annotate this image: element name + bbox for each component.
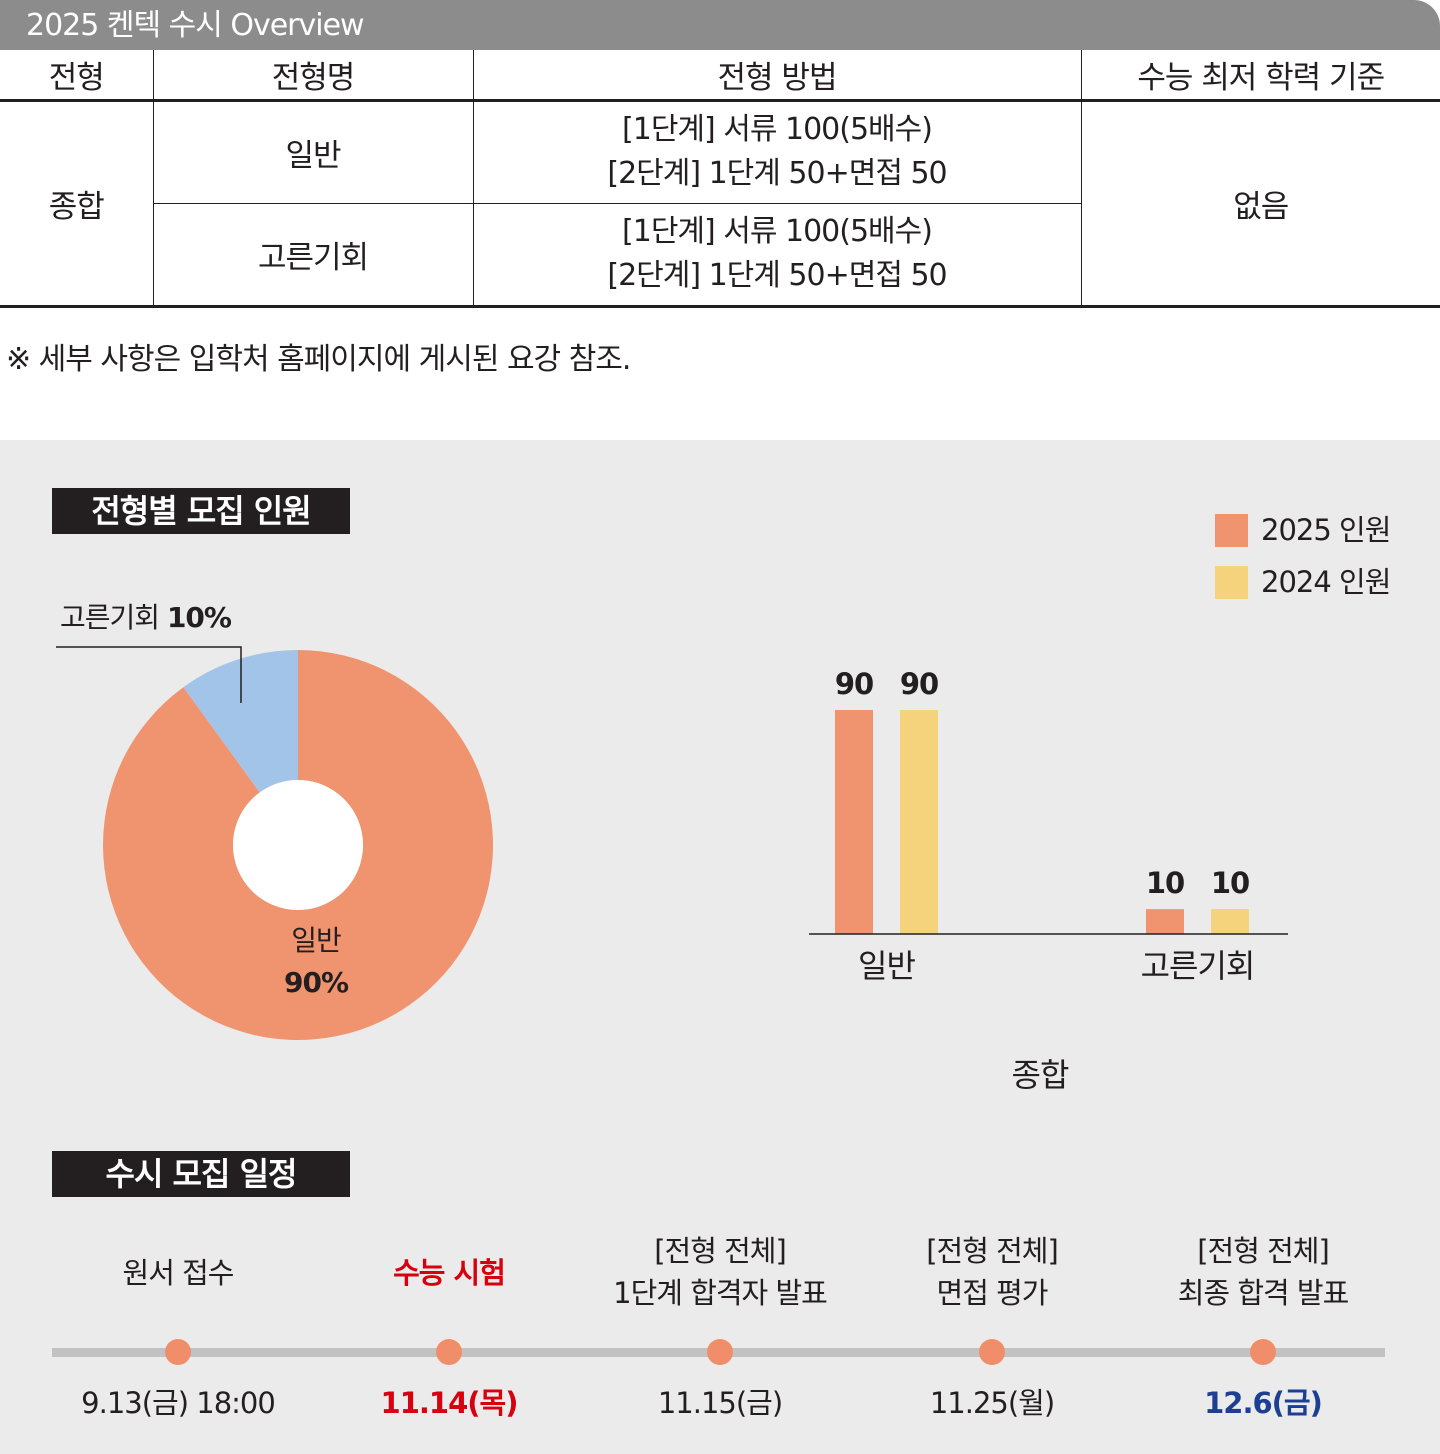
event-label-line: [전형 전체]	[1197, 1234, 1330, 1268]
timeline-dot	[979, 1339, 1005, 1365]
bar-1-1	[1211, 909, 1249, 934]
minimum-cell: 없음	[1080, 100, 1440, 306]
timeline-dot	[165, 1339, 191, 1365]
legend-label: 2024 인원	[1261, 565, 1391, 599]
timeline-event-date: 11.14(목)	[380, 1386, 519, 1420]
timeline-event-date: 12.6(금)	[1204, 1386, 1323, 1420]
donut-slice-0	[102, 650, 493, 1040]
column-header: 전형	[0, 50, 153, 102]
method-cell: [1단계] 서류 100(5배수) [2단계] 1단계 50+면접 50	[472, 202, 1081, 306]
bar-value-label: 90	[835, 667, 873, 701]
event-label-line: 1단계 합격자 발표	[613, 1276, 828, 1310]
category-tick-label: 일반	[858, 947, 915, 985]
event-label-line: 면접 평가	[936, 1276, 1049, 1310]
timeline-event-label: 원서 접수	[28, 1252, 328, 1294]
timeline-event-label: [전형 전체] 1단계 합격자 발표	[570, 1230, 870, 1314]
table-row: 종합 일반 [1단계] 서류 100(5배수) [2단계] 1단계 50+면접 …	[0, 100, 1440, 306]
column-header: 수능 최저 학력 기준	[1080, 50, 1440, 102]
timeline-event-date: 11.15(금)	[657, 1386, 783, 1420]
overview-table: 전형 전형명 전형 방법 수능 최저 학력 기준 종합 일반 [1단계] 서류 …	[0, 50, 1440, 308]
legend-swatch-2025	[1215, 514, 1248, 547]
bar-1-0	[1146, 909, 1184, 934]
footnote: ※ 세부 사항은 입학처 홈페이지에 게시된 요강 참조.	[6, 342, 631, 377]
type-name-cell: 고른기회	[152, 202, 473, 306]
method-line: [1단계] 서류 100(5배수)	[622, 112, 933, 147]
x-axis-label: 종합	[1012, 1056, 1069, 1094]
bar-0-0	[835, 710, 873, 934]
event-label-line: 원서 접수	[122, 1256, 235, 1290]
timeline-dot	[707, 1339, 733, 1365]
method-line: [2단계] 1단계 50+면접 50	[607, 258, 947, 293]
donut-label-percent: 90%	[283, 966, 349, 999]
bar-value-label: 10	[1146, 866, 1184, 900]
donut-label-percent: 10%	[166, 601, 232, 634]
donut-chart	[102, 650, 493, 1040]
donut-label-text: 고른기회	[60, 601, 160, 634]
bar-value-label: 10	[1211, 866, 1249, 900]
category-cell: 종합	[48, 188, 105, 225]
donut-label-text: 일반	[291, 924, 342, 957]
event-label-line: [전형 전체]	[926, 1234, 1059, 1268]
donut-label-general: 일반 90%	[250, 920, 382, 1004]
timeline-dot	[1250, 1339, 1276, 1365]
bar-value-label: 90	[900, 667, 938, 701]
event-label-line: [전형 전체]	[654, 1234, 787, 1268]
type-name-cell: 일반	[152, 100, 473, 203]
legend-label: 2025 인원	[1261, 513, 1391, 547]
timeline-event-label: [전형 전체] 면접 평가	[842, 1230, 1142, 1314]
method-cell: [1단계] 서류 100(5배수) [2단계] 1단계 50+면접 50	[472, 100, 1081, 203]
page-title: 2025 켄텍 수시 Overview	[26, 8, 365, 43]
timeline-event-date: 9.13(금) 18:00	[81, 1386, 276, 1420]
method-line: [2단계] 1단계 50+면접 50	[607, 156, 947, 191]
timeline-event-date: 11.25(월)	[929, 1386, 1055, 1420]
donut-slice-1	[183, 650, 298, 793]
timeline-event-label: 수능 시험	[299, 1252, 599, 1294]
event-label-line: 수능 시험	[393, 1256, 506, 1290]
table-row: 고른기회 [1단계] 서류 100(5배수) [2단계] 1단계 50+면접 5…	[0, 202, 1440, 306]
event-label-line: 최종 합격 발표	[1177, 1276, 1350, 1310]
title-bar: 2025 켄텍 수시 Overview	[0, 0, 1440, 50]
table-header-row: 전형 전형명 전형 방법 수능 최저 학력 기준	[0, 50, 1440, 102]
recruit-heading: 전형별 모집 인원	[52, 488, 350, 534]
schedule-heading: 수시 모집 일정	[52, 1151, 350, 1197]
donut-hole	[233, 780, 363, 910]
column-header: 전형 방법	[472, 50, 1081, 102]
column-header: 전형명	[152, 50, 473, 102]
legend-swatch-2024	[1215, 566, 1248, 599]
donut-label-opportunity: 고른기회 10%	[60, 596, 232, 636]
method-line: [1단계] 서류 100(5배수)	[622, 214, 933, 249]
timeline-dot	[436, 1339, 462, 1365]
timeline-event-label: [전형 전체] 최종 합격 발표	[1113, 1230, 1413, 1314]
leader-line	[56, 646, 242, 703]
category-tick-label: 고른기회	[1141, 947, 1255, 985]
bar-0-1	[900, 710, 938, 934]
